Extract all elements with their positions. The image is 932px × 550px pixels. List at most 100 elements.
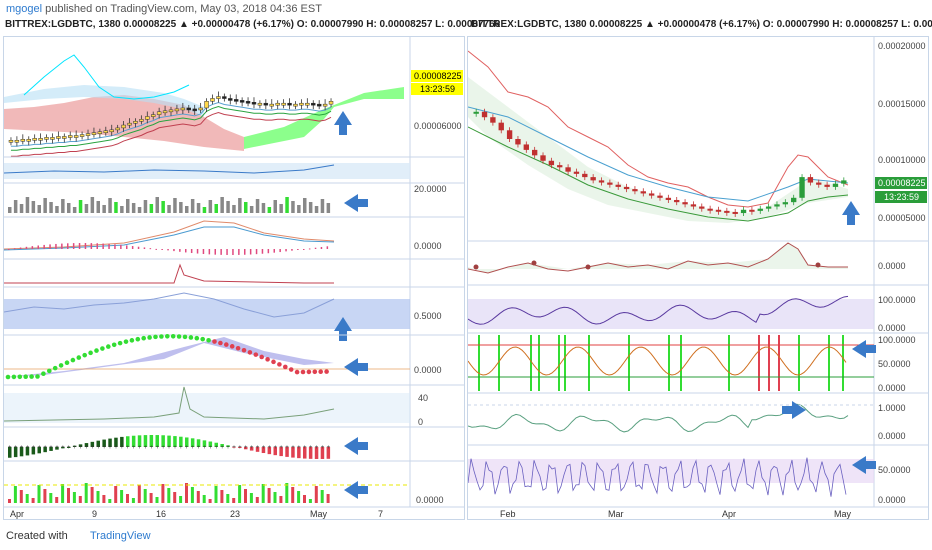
volume-bar [84, 204, 89, 213]
y-tick-right: 0.00010000 [878, 155, 926, 165]
signal-dot [324, 369, 329, 374]
x-tick: Feb [500, 509, 516, 519]
colored-bar [90, 487, 94, 503]
candle [765, 206, 772, 209]
volume-bar [37, 205, 41, 213]
squeeze-cross: + [161, 445, 165, 451]
squeeze-bar [232, 446, 236, 448]
volume-bar [267, 207, 272, 213]
y-tick-right: 0.00015000 [878, 99, 926, 109]
macd-bar [102, 243, 104, 249]
y-tick-right: 0.00005000 [878, 213, 926, 223]
colored-bar [244, 489, 247, 503]
candle [607, 182, 613, 185]
signal-dot [82, 352, 87, 358]
y-tick-right: 0.00020000 [878, 41, 926, 51]
squeeze-cross: + [61, 445, 65, 451]
author-link[interactable]: mgogel [6, 3, 43, 15]
left-chart-svg[interactable]: 0.00008225 13:23:59 0.00006000 20.0000 0… [3, 37, 464, 519]
colored-bar [102, 495, 106, 503]
squeeze-bar [326, 447, 331, 459]
chart-header: mgogel published on TradingView.com, May… [0, 0, 932, 30]
candle [115, 127, 120, 131]
squeeze-cross: + [91, 445, 95, 451]
squeeze-bar [96, 440, 100, 447]
colored-bar [303, 495, 306, 503]
colored-bar [143, 489, 147, 503]
arrow-up-icon [334, 111, 352, 135]
macd-bar [78, 243, 81, 249]
price-tag-right [875, 177, 927, 189]
candle [287, 102, 292, 106]
macd-bar [126, 245, 128, 249]
macd-bar [13, 248, 16, 250]
candle [832, 183, 839, 187]
macd-bar [72, 243, 75, 249]
signal-dot [5, 374, 11, 380]
publish-date: published on TradingView.com, May 03, 20… [45, 3, 322, 15]
squeeze-bar [244, 447, 248, 450]
squeeze-bar [31, 447, 36, 455]
candle [275, 102, 280, 106]
signal-dot [35, 374, 40, 379]
volume-bar [114, 202, 118, 213]
signal-dot [52, 365, 58, 371]
macd-bar [267, 249, 270, 254]
colored-bar [25, 494, 29, 503]
right-chart-panel[interactable]: 0.00020000 0.00015000 0.00010000 0.00005… [467, 36, 929, 520]
candle [473, 111, 479, 114]
macd-bar [291, 249, 293, 251]
right-chart-svg[interactable]: 0.00020000 0.00015000 0.00010000 0.00005… [467, 37, 928, 519]
squeeze-cross: + [108, 445, 112, 451]
created-with-label: Created with [6, 530, 68, 542]
colored-bar [114, 486, 118, 503]
macd-bar [208, 249, 211, 255]
arrow-up-icon-2 [334, 317, 352, 341]
tick-0: 0 [418, 417, 423, 427]
signal-dot [224, 342, 229, 347]
volume-bar [149, 204, 154, 213]
macd-bar [326, 246, 329, 249]
colored-bar [202, 495, 206, 503]
candle [20, 139, 26, 142]
candle [648, 193, 655, 196]
colored-bar [167, 488, 171, 503]
macd-bar [179, 249, 181, 252]
candle [515, 139, 521, 145]
candle [216, 96, 221, 99]
candle [498, 122, 504, 131]
signal-dot [88, 350, 93, 356]
volume-bar [214, 204, 218, 213]
left-chart-panel[interactable]: 0.00008225 13:23:59 0.00006000 20.0000 0… [3, 36, 465, 520]
squeeze-cross: + [79, 445, 83, 451]
arrow-left-icon-5 [852, 340, 876, 358]
tradingview-link[interactable]: TradingView [90, 530, 151, 542]
colored-bar [72, 492, 76, 503]
squeeze-cross: + [232, 445, 236, 451]
volume-bar [202, 207, 207, 213]
squeeze-cross: + [256, 445, 260, 451]
colored-bar [179, 496, 183, 503]
squeeze-cross: + [114, 445, 118, 451]
candle [156, 111, 162, 115]
squeeze-cross: + [32, 445, 36, 451]
signal-dot [147, 335, 152, 340]
colored-bar [55, 497, 59, 503]
macd-bar [143, 247, 146, 249]
squeeze-bar [226, 445, 230, 447]
volume-bar [320, 199, 325, 213]
countdown-right-text: 13:23:59 [884, 192, 919, 202]
volume-bar [314, 206, 319, 213]
candle [293, 103, 298, 107]
price-tag-left-text: 0.00008225 [414, 71, 462, 81]
signal-dot [306, 369, 312, 375]
squeeze-cross: + [203, 445, 207, 451]
candle [540, 155, 546, 161]
candle [50, 137, 55, 140]
macd-bar [31, 246, 34, 249]
stoch-bar [758, 335, 760, 391]
candle [73, 135, 79, 138]
candle [490, 117, 496, 123]
volume-bar [185, 206, 189, 213]
signal-dot [23, 374, 29, 380]
